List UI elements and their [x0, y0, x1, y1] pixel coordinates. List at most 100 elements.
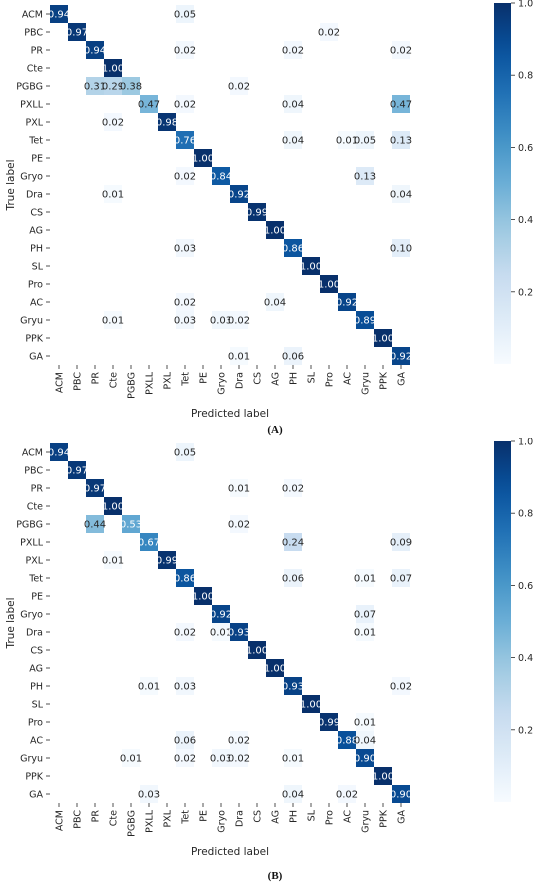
cell-value-label: 0.04: [264, 298, 286, 309]
colorbar-tick-label: 0.6: [518, 143, 533, 154]
cell-value-label: 0.90: [354, 754, 376, 765]
x-tick-label: Pro: [325, 372, 336, 387]
x-tick-label: PR: [91, 810, 102, 823]
cell-value-label: 0.94: [48, 10, 70, 21]
heat-cell: [320, 23, 338, 41]
panel-caption-a: (A): [267, 424, 283, 436]
cell-value-label: 0.24: [282, 538, 304, 549]
heat-cell: [176, 95, 194, 113]
heat-cell: [158, 113, 176, 131]
heat-cell: [230, 749, 248, 767]
cell-value-label: 0.05: [354, 136, 376, 147]
heat-cell: [68, 461, 86, 479]
x-tick-label: AC: [343, 372, 354, 385]
cell-value-label: 0.99: [156, 556, 178, 567]
cell-value-label: 0.01: [102, 316, 124, 327]
x-tick-label: GA: [397, 372, 408, 386]
cell-value-label: 0.01: [228, 484, 250, 495]
cell-value-label: 0.02: [390, 46, 412, 57]
cell-value-label: 0.13: [354, 172, 376, 183]
cell-value-label: 0.02: [102, 118, 124, 129]
heat-cell: [302, 257, 320, 275]
cell-value-label: 0.76: [174, 136, 196, 147]
heat-cell: [392, 533, 410, 551]
heat-cell: [320, 713, 338, 731]
heat-cell: [338, 731, 356, 749]
heat-cell: [338, 293, 356, 311]
cell-value-label: 0.47: [390, 100, 412, 111]
heat-cell: [284, 239, 302, 257]
cell-value-label: 0.03: [210, 316, 232, 327]
heat-cell: [104, 551, 122, 569]
x-tick-label: AG: [271, 810, 282, 824]
cell-value-label: 0.90: [390, 790, 412, 801]
y-tick-label: PXL: [25, 118, 43, 129]
x-tick-label: PXL: [163, 371, 174, 389]
y-tick-label: AG: [29, 664, 43, 675]
heat-cell: [104, 497, 122, 515]
heat-cell: [392, 131, 410, 149]
heat-cell: [230, 77, 248, 95]
y-tick-label: Gryu: [20, 754, 43, 765]
heat-cell: [122, 77, 140, 95]
y-tick-label: PE: [31, 592, 43, 603]
x-tick-label: Dra: [235, 372, 246, 389]
cell-value-label: 0.07: [390, 574, 412, 585]
heat-cell: [248, 203, 266, 221]
cell-value-label: 0.93: [282, 682, 304, 693]
heat-cell: [176, 41, 194, 59]
heat-cell: [176, 311, 194, 329]
heat-cell: [140, 785, 158, 803]
cell-value-label: 0.84: [210, 172, 232, 183]
x-tick-label: GA: [397, 810, 408, 824]
x-tick-label: Pro: [325, 810, 336, 825]
heat-cell: [248, 641, 266, 659]
cell-value-label: 0.94: [48, 448, 70, 459]
cell-value-label: 0.86: [174, 574, 196, 585]
cell-value-label: 0.02: [228, 520, 250, 531]
heat-cell: [356, 569, 374, 587]
cell-value-label: 0.03: [174, 316, 196, 327]
colorbar-tick-label: 1.0: [518, 0, 533, 10]
cell-value-label: 0.02: [282, 46, 304, 57]
x-tick-label: Dra: [235, 810, 246, 827]
cell-value-label: 0.01: [354, 718, 376, 729]
y-tick-label: Cte: [27, 502, 43, 513]
x-tick-label: PBC: [73, 372, 84, 391]
y-tick-label: CS: [30, 208, 43, 219]
heat-cell: [50, 5, 68, 23]
x-tick-label: PGBG: [127, 372, 138, 399]
cell-value-label: 0.97: [66, 466, 88, 477]
cell-value-label: 0.01: [354, 628, 376, 639]
heat-cell: [140, 95, 158, 113]
heat-cell: [176, 569, 194, 587]
heat-cell: [230, 515, 248, 533]
colorbar: [494, 3, 511, 364]
cell-value-label: 0.05: [174, 448, 196, 459]
x-tick-label: AC: [343, 810, 354, 823]
heat-cell: [392, 785, 410, 803]
cell-value-label: 0.10: [390, 244, 412, 255]
x-tick-label: CS: [253, 810, 264, 823]
y-axis-title: True label: [5, 159, 17, 211]
heat-cell: [176, 443, 194, 461]
heat-cell: [176, 5, 194, 23]
cell-value-label: 1.00: [264, 226, 286, 237]
heat-cell: [356, 731, 374, 749]
cell-value-label: 1.00: [102, 64, 124, 75]
cell-value-label: 0.92: [390, 352, 412, 363]
colorbar-tick-label: 0.6: [518, 581, 533, 592]
cell-value-label: 0.47: [138, 100, 160, 111]
heat-cell: [392, 95, 410, 113]
heat-cell: [68, 23, 86, 41]
y-tick-label: CS: [30, 646, 43, 657]
x-tick-label: AG: [271, 372, 282, 386]
heat-cell: [194, 149, 212, 167]
heat-cell: [284, 569, 302, 587]
cell-value-label: 0.92: [336, 298, 358, 309]
x-tick-label: PH: [289, 810, 300, 823]
heat-cell: [356, 605, 374, 623]
heat-cell: [212, 623, 230, 641]
y-tick-label: Dra: [26, 628, 43, 639]
x-tick-label: PE: [199, 810, 210, 822]
